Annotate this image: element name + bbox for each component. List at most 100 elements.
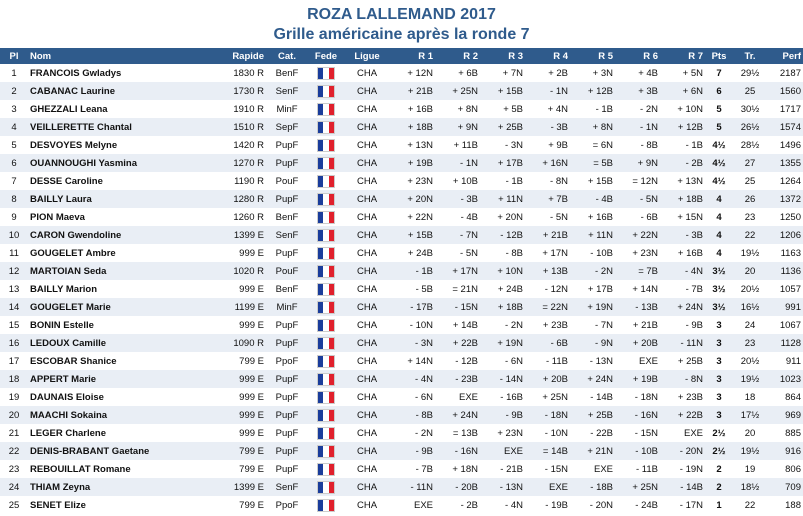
cell-round-3: - 1B <box>505 175 523 187</box>
col-header-r2[interactable]: R 2 <box>463 50 478 62</box>
cell-fede <box>308 118 344 136</box>
cell-rapide: 1020 R <box>233 265 264 277</box>
cell-round-6: - 8B <box>640 139 658 151</box>
cell-perf: 2187 <box>779 67 801 79</box>
cell-ligue: CHA <box>356 247 378 259</box>
cell-round-4: - 8N <box>550 175 568 187</box>
cell-tiebreak: 29½ <box>740 67 760 79</box>
cell-fede <box>308 64 344 82</box>
cell-tiebreak: 25 <box>744 175 756 187</box>
cell-round-7: - 9B <box>685 319 703 331</box>
cell-round-3: - 21B <box>500 463 523 475</box>
cell-player-name: REBOUILLAT Romane <box>30 463 131 475</box>
france-flag-icon <box>317 84 335 98</box>
cell-ligue: CHA <box>356 211 378 223</box>
cell-round-1: + 23N <box>407 175 433 187</box>
cell-round-7: - 19N <box>679 463 703 475</box>
france-flag-icon <box>317 498 335 512</box>
cell-tiebreak: 22 <box>744 229 756 241</box>
cell-round-5: - 9N <box>595 337 613 349</box>
cell-round-6: - 1N <box>640 121 658 133</box>
cell-player-name: SENET Elize <box>30 499 86 511</box>
cell-category: MinF <box>276 301 298 313</box>
cell-round-3: + 15B <box>497 85 523 97</box>
col-header-pts[interactable]: Pts <box>711 50 727 62</box>
col-header-r5[interactable]: R 5 <box>598 50 613 62</box>
cell-pl: 14 <box>8 301 20 313</box>
col-header-r6[interactable]: R 6 <box>643 50 658 62</box>
cell-pl: 16 <box>8 337 20 349</box>
cell-round-6: + 4B <box>638 67 658 79</box>
table-row: 25 SENET Elize 799 E PpoF CHA EXE - 2B - 4N - 19… <box>0 496 803 514</box>
col-header-r7[interactable]: R 7 <box>688 50 703 62</box>
cell-pl: 1 <box>11 67 17 79</box>
col-header-r4[interactable]: R 4 <box>553 50 568 62</box>
cell-rapide: 999 E <box>239 283 264 295</box>
cell-round-4: - 5N <box>550 211 568 223</box>
cell-category: PupF <box>275 391 299 403</box>
cell-round-5: - 20N <box>589 499 613 511</box>
col-header-r1[interactable]: R 1 <box>418 50 433 62</box>
cell-player-name: LEDOUX Camille <box>30 337 107 349</box>
cell-round-2: + 24N <box>452 409 478 421</box>
cell-player-name: VEILLERETTE Chantal <box>30 121 132 133</box>
col-header-nom[interactable]: Nom <box>30 50 52 62</box>
table-row: 9 PION Maeva 1260 R BenF CHA + 22N - 4B + 20N - … <box>0 208 803 226</box>
cell-perf: 1264 <box>779 175 801 187</box>
cell-fede <box>308 352 344 370</box>
col-header-fede[interactable]: Fede <box>314 50 338 62</box>
france-flag-icon <box>317 282 335 296</box>
cell-ligue: CHA <box>356 481 378 493</box>
cell-pl: 22 <box>8 445 20 457</box>
cell-round-2: + 10B <box>452 175 478 187</box>
cell-pl: 5 <box>11 139 17 151</box>
table-row: 13 BAILLY Marion 999 E BenF CHA - 5B = 21N + 24… <box>0 280 803 298</box>
cell-round-2: - 23B <box>455 373 478 385</box>
cell-round-5: EXE <box>593 463 613 475</box>
table-row: 7 DESSE Caroline 1190 R PouF CHA + 23N + 10B - … <box>0 172 803 190</box>
col-header-rapide[interactable]: Rapide <box>232 50 264 62</box>
col-header-tr[interactable]: Tr. <box>744 50 756 62</box>
cell-round-5: - 22B <box>590 427 613 439</box>
cell-perf: 709 <box>785 481 801 493</box>
cell-round-6: - 13B <box>635 301 658 313</box>
cell-round-1: EXE <box>413 499 433 511</box>
cell-pl: 11 <box>9 247 19 259</box>
cell-ligue: CHA <box>356 391 378 403</box>
cell-fede <box>308 244 344 262</box>
cell-round-5: + 11N <box>588 229 613 241</box>
cell-round-1: + 13N <box>407 139 433 151</box>
col-header-perf[interactable]: Perf <box>782 50 801 62</box>
cell-points: 3½ <box>712 301 726 313</box>
cell-tiebreak: 23 <box>744 211 756 223</box>
cell-round-2: - 2B <box>460 499 478 511</box>
cell-round-5: + 21N <box>587 445 613 457</box>
cell-tiebreak: 19 <box>744 463 756 475</box>
cell-points: 3 <box>716 355 722 367</box>
col-header-pl[interactable]: Pl <box>9 50 19 62</box>
col-header-ligue[interactable]: Ligue <box>354 50 380 62</box>
col-header-cat[interactable]: Cat. <box>278 50 296 62</box>
france-flag-icon <box>317 372 335 386</box>
cell-perf: 806 <box>785 463 801 475</box>
cell-rapide: 1830 R <box>233 67 264 79</box>
cell-tiebreak: 26½ <box>740 121 760 133</box>
cell-round-2: - 7N <box>460 229 478 241</box>
cell-player-name: DESSE Caroline <box>30 175 103 187</box>
cell-pl: 3 <box>11 103 17 115</box>
cell-round-1: - 11N <box>410 481 433 493</box>
table-row: 24 THIAM Zeyna 1399 E SenF CHA - 11N - 20B - 13… <box>0 478 803 496</box>
cell-round-2: - 20B <box>455 481 478 493</box>
cell-perf: 1717 <box>779 103 801 115</box>
cell-category: PouF <box>275 175 299 187</box>
france-flag-icon <box>317 138 335 152</box>
cell-player-name: BONIN Estelle <box>30 319 94 331</box>
cell-round-1: - 10N <box>409 319 433 331</box>
cell-rapide: 1420 R <box>233 139 264 151</box>
cell-round-3: + 20N <box>497 211 523 223</box>
cell-points: 3 <box>716 409 722 421</box>
cell-points: 3 <box>716 319 722 331</box>
cell-tiebreak: 28½ <box>740 139 760 151</box>
col-header-r3[interactable]: R 3 <box>508 50 523 62</box>
france-flag-icon <box>317 174 335 188</box>
